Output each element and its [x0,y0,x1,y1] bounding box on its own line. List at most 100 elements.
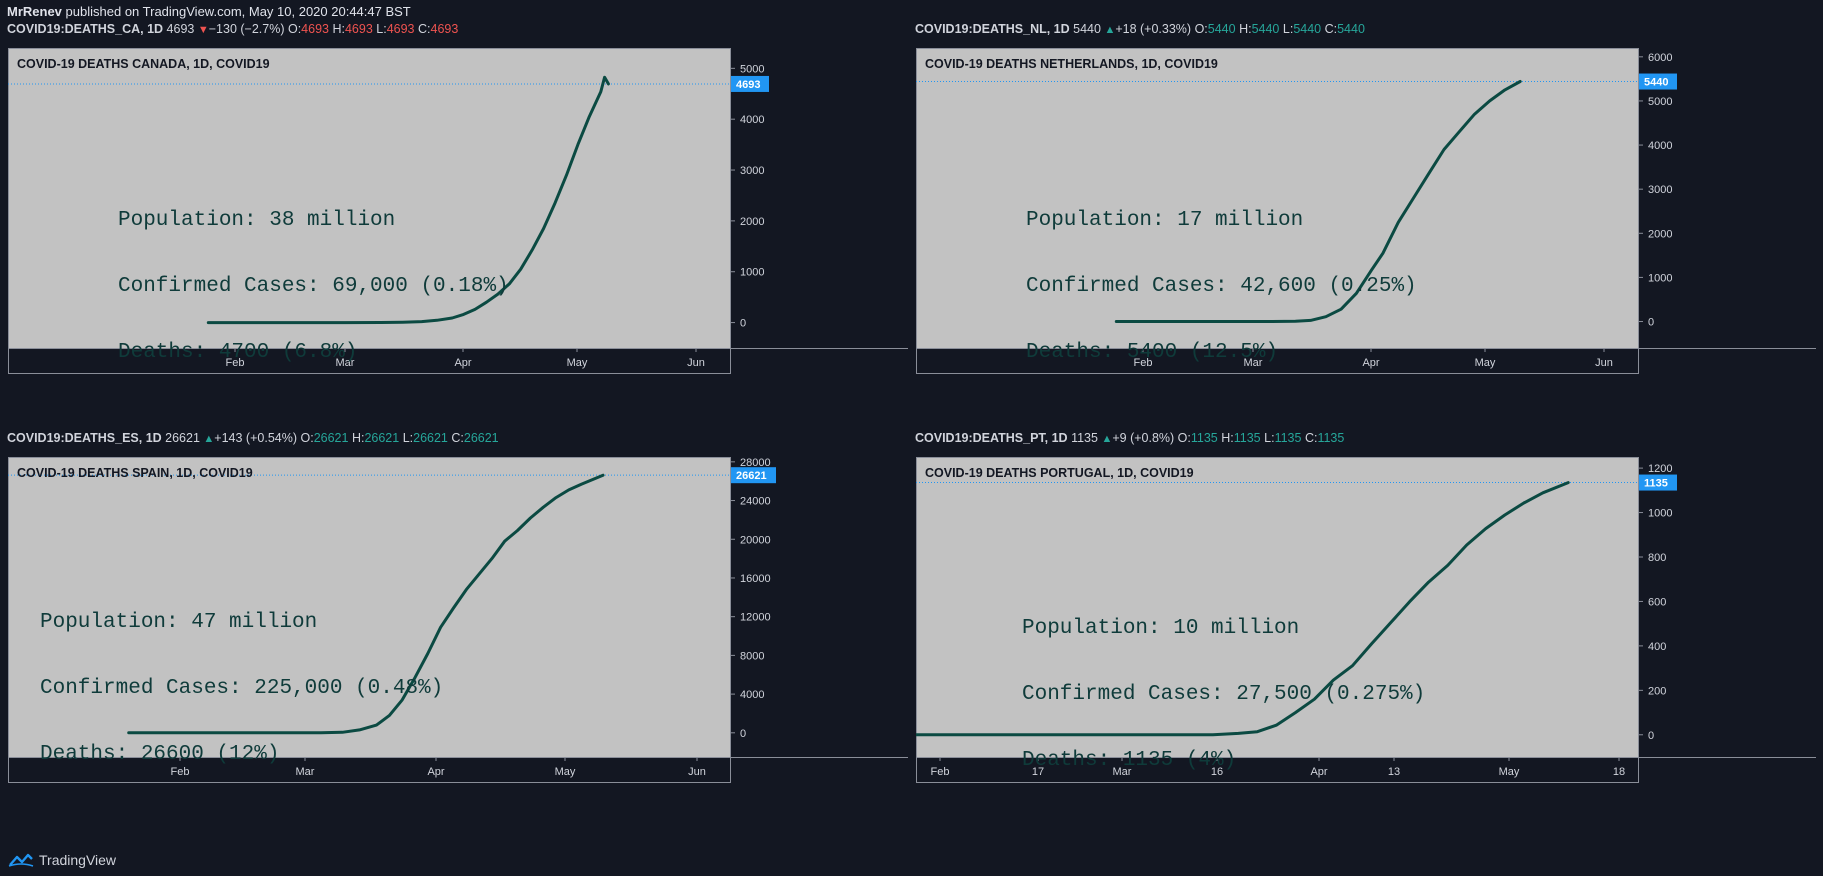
legend-high: 1135 [1233,431,1261,445]
series-line [1114,80,1522,323]
note-line: Population: 47 million [40,611,318,634]
legend-low-label: L: [402,431,414,445]
note-line: Confirmed Cases: 27,500 (0.275%) [1022,683,1426,706]
x-tick-label: May [1499,766,1520,778]
chart-panel-canada[interactable]: 5000 4000 3000 2000 1000 0 Feb Mar Apr May Jun 4693… [8,48,908,424]
note-line: Population: 17 million [1026,209,1304,232]
plot-area [8,48,730,348]
note-line: Deaths: 4700 (6.8%) [118,341,358,364]
series-line [206,75,610,325]
note-line: Confirmed Cases: 69,000 (0.18%) [118,275,509,298]
tradingview-footer[interactable]: TradingView [8,852,116,868]
x-tick-label: 16 [1211,766,1223,778]
legend-low-label: L: [1282,22,1294,36]
legend-symbol: COVID19:DEATHS_CA, 1D [7,22,164,36]
pane-title: COVID-19 DEATHS CANADA, 1D, COVID19 [17,57,270,71]
legend-close-label: C: [418,22,431,36]
y-tick-label: 0 [1648,317,1654,329]
y-tick-label: 6000 [1648,52,1672,64]
y-tick-label: 3000 [1648,184,1672,196]
legend-open: 26621 [313,431,349,445]
x-tick-label: 18 [1613,766,1625,778]
chart-canvas[interactable]: 6000 5000 4000 3000 2000 1000 0 Feb Mar Apr May Jun… [916,48,1816,424]
y-tick-label: 24000 [740,496,771,508]
note-line: Confirmed Cases: 225,000 (0.48%) [40,677,444,700]
y-tick-label: 28000 [740,457,771,469]
chart-panel-portugal[interactable]: 1200 1000 800 600 400 200 0 Feb 17 Mar 16 Apr 13 May 1… [916,457,1816,833]
legend-open: 4693 [301,22,329,36]
last-value-tag-label: 26621 [736,470,767,482]
legend-low-label: L: [376,22,387,36]
last-value-tag [1639,73,1677,90]
y-tick-label: 1000 [1648,272,1672,284]
legend-change: +143 (+0.54%) [214,431,297,445]
chart-canvas[interactable]: 1200 1000 800 600 400 200 0 Feb 17 Mar 16 Apr 13 May 1… [916,457,1816,833]
legend-open: 5440 [1207,22,1236,36]
triangle-up-icon: ▲ [1101,433,1113,445]
note-box: Population: 47 million Confirmed Cases: … [40,568,443,810]
y-tick-label: 4000 [740,114,764,126]
y-tick-label: 200 [1648,685,1666,697]
x-tick-label: Jun [687,357,705,369]
y-tick-label: 0 [1648,730,1654,742]
y-tick-label: 8000 [740,650,764,662]
chart-panel-spain[interactable]: 28000 24000 20000 16000 12000 8000 4000 0 Feb Mar… [8,457,908,833]
triangle-up-icon: ▲ [203,433,215,445]
x-tick-label: Jun [1595,357,1613,369]
note-line: Confirmed Cases: 42,600 (0.25%) [1026,275,1417,298]
y-tick-label: 1000 [1648,508,1672,520]
legend-close-label: C: [1324,22,1338,36]
x-tick-label: Feb [931,766,950,778]
y-tick-label: 5000 [1648,96,1672,108]
legend-close: 4693 [430,22,459,36]
x-tick-label: 17 [1032,766,1044,778]
time-axis [916,757,1638,783]
legend-portugal: COVID19:DEATHS_PT, 1D 1135 ▲+9 (+0.8%) O… [915,431,1344,445]
legend-value: 5440 [1073,22,1101,36]
legend-symbol: COVID19:DEATHS_PT, 1D [915,431,1068,445]
x-tick-label: Feb [1134,357,1153,369]
y-tick-label: 800 [1648,552,1666,564]
legend-high-label: H: [351,431,365,445]
legend-close-label: C: [1304,431,1318,445]
chart-panel-netherlands[interactable]: 6000 5000 4000 3000 2000 1000 0 Feb Mar Apr May Jun… [916,48,1816,424]
price-axis [730,48,908,374]
last-value-tag [731,75,769,92]
y-tick-label: 0 [740,728,746,740]
legend-low: 26621 [413,431,448,445]
series-line [916,481,1570,737]
x-tick-label: Jun [688,766,706,778]
x-tick-label: May [555,766,576,778]
legend-high-label: H: [332,22,345,36]
legend-low: 4693 [386,22,415,36]
y-tick-label: 2000 [740,216,764,228]
note-box: Population: 17 million Confirmed Cases: … [1026,166,1417,408]
time-axis [8,348,730,374]
y-tick-label: 4000 [740,689,764,701]
legend-low-label: L: [1264,431,1275,445]
chart-canvas[interactable]: 28000 24000 20000 16000 12000 8000 4000 0 Feb Mar… [8,457,908,833]
x-tick-label: Mar [1113,766,1132,778]
x-tick-label: 13 [1388,766,1400,778]
legend-change: −130 (−2.7%) [208,22,285,36]
y-tick-label: 4000 [1648,140,1672,152]
legend-change: +18 (+0.33%) [1115,22,1192,36]
legend-high-label: H: [1221,431,1234,445]
legend-low: 1135 [1274,431,1302,445]
y-tick-label: 400 [1648,641,1666,653]
x-tick-label: May [1475,357,1496,369]
legend-high: 26621 [364,431,400,445]
y-tick-label: 12000 [740,612,771,624]
note-box: Population: 38 million Confirmed Cases: … [118,166,509,408]
legend-open-label: O: [1194,22,1208,36]
x-tick-label: Feb [226,357,245,369]
note-line: Population: 38 million [118,209,396,232]
x-tick-label: Feb [171,766,190,778]
last-value-tag-label: 4693 [736,79,760,91]
legend-close: 5440 [1337,22,1365,36]
plot-area [8,457,730,757]
chart-canvas[interactable]: 5000 4000 3000 2000 1000 0 Feb Mar Apr May Jun 4693 [8,48,908,424]
author-name[interactable]: MrRenev [7,4,62,19]
x-tick-label: May [567,357,588,369]
last-value-tag-label: 5440 [1644,77,1668,89]
